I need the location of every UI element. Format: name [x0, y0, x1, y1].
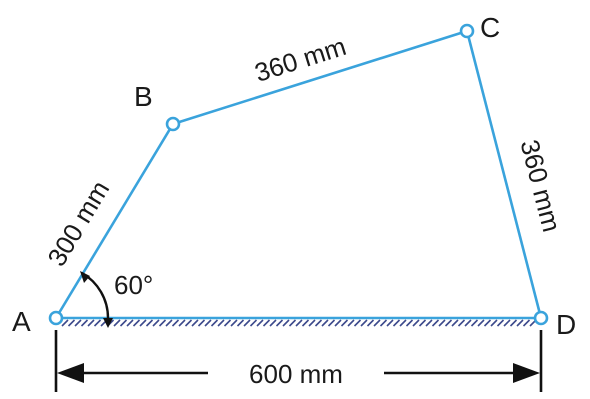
link-cd [465, 30, 543, 319]
hatch-stroke [457, 319, 466, 327]
label-angle: 60° [114, 270, 153, 300]
hatch-stroke [119, 319, 128, 327]
hatch-stroke [223, 319, 232, 327]
hatch-stroke [145, 319, 154, 327]
angle-arrowhead-top [80, 271, 90, 283]
ground-hatch [61, 319, 537, 327]
label-point-a: A [12, 306, 31, 337]
hatch-stroke [379, 319, 388, 327]
hatch-stroke [334, 319, 342, 327]
hatch-stroke [165, 319, 173, 327]
hatch-stroke [295, 319, 303, 327]
label-point-c: C [480, 12, 500, 43]
hatch-stroke [496, 319, 505, 327]
hatch-stroke [171, 319, 180, 327]
dim-arrowhead-left [57, 363, 84, 383]
hatch-stroke [80, 319, 89, 327]
hatch-stroke [275, 319, 284, 327]
hatch-stroke [67, 319, 76, 327]
hatch-stroke [301, 319, 310, 327]
joint-b [165, 116, 181, 132]
hatch-stroke [236, 319, 245, 327]
hatch-stroke [522, 319, 531, 327]
hatch-stroke [438, 319, 446, 327]
hatch-stroke [314, 319, 323, 327]
hatch-stroke [204, 319, 212, 327]
hatch-stroke [217, 319, 225, 327]
hatch-stroke [113, 319, 121, 327]
hatch-stroke [418, 319, 427, 327]
hatch-stroke [243, 319, 251, 327]
hatch-stroke [327, 319, 336, 327]
hatch-stroke [210, 319, 219, 327]
hatch-stroke [321, 319, 329, 327]
hatch-stroke [61, 319, 69, 327]
joint-a [48, 310, 64, 326]
hatch-stroke [373, 319, 381, 327]
hatch-stroke [230, 319, 238, 327]
hatch-stroke [249, 319, 258, 327]
hatch-stroke [262, 319, 271, 327]
hatch-stroke [425, 319, 433, 327]
hatch-stroke [178, 319, 186, 327]
hatch-stroke [152, 319, 160, 327]
hatch-stroke [405, 319, 414, 327]
hatch-stroke [132, 319, 141, 327]
hatch-stroke [347, 319, 355, 327]
hatch-stroke [509, 319, 518, 327]
hatch-stroke [282, 319, 290, 327]
hatch-stroke [477, 319, 485, 327]
hatch-stroke [158, 319, 167, 327]
joint-c [459, 23, 475, 39]
hatch-stroke [288, 319, 297, 327]
hatch-stroke [74, 319, 82, 327]
hatch-stroke [490, 319, 498, 327]
hatch-stroke [431, 319, 440, 327]
angle-arrowhead-bottom [103, 318, 113, 328]
label-point-b: B [134, 81, 153, 112]
hatch-stroke [399, 319, 407, 327]
hatch-stroke [340, 319, 349, 327]
hatch-stroke [392, 319, 401, 327]
hatch-stroke [360, 319, 368, 327]
hatch-stroke [197, 319, 206, 327]
label-link-bc: 360 mm [251, 31, 350, 88]
hatch-stroke [444, 319, 453, 327]
label-link-cd: 360 mm [514, 137, 567, 235]
label-point-d: D [556, 309, 576, 340]
joint-d [533, 310, 549, 326]
hatch-stroke [308, 319, 316, 327]
hatch-stroke [256, 319, 264, 327]
dim-arrowhead-right [513, 363, 540, 383]
hatch-stroke [503, 319, 511, 327]
hatch-stroke [93, 319, 102, 327]
label-link-ad: 600 mm [249, 359, 343, 389]
hatch-stroke [516, 319, 524, 327]
hatch-stroke [451, 319, 459, 327]
hatch-stroke [366, 319, 375, 327]
hatch-stroke [87, 319, 95, 327]
hatch-stroke [464, 319, 472, 327]
hatch-stroke [353, 319, 362, 327]
hatch-stroke [386, 319, 394, 327]
hatch-stroke [191, 319, 199, 327]
hatch-stroke [483, 319, 492, 327]
hatch-stroke [126, 319, 134, 327]
hatch-stroke [139, 319, 147, 327]
link-ab [54, 123, 175, 319]
hatch-stroke [470, 319, 479, 327]
label-link-ab: 300 mm [41, 175, 115, 271]
hatch-stroke [269, 319, 277, 327]
hatch-stroke [412, 319, 420, 327]
link-bc [172, 29, 468, 126]
hatch-stroke [184, 319, 193, 327]
